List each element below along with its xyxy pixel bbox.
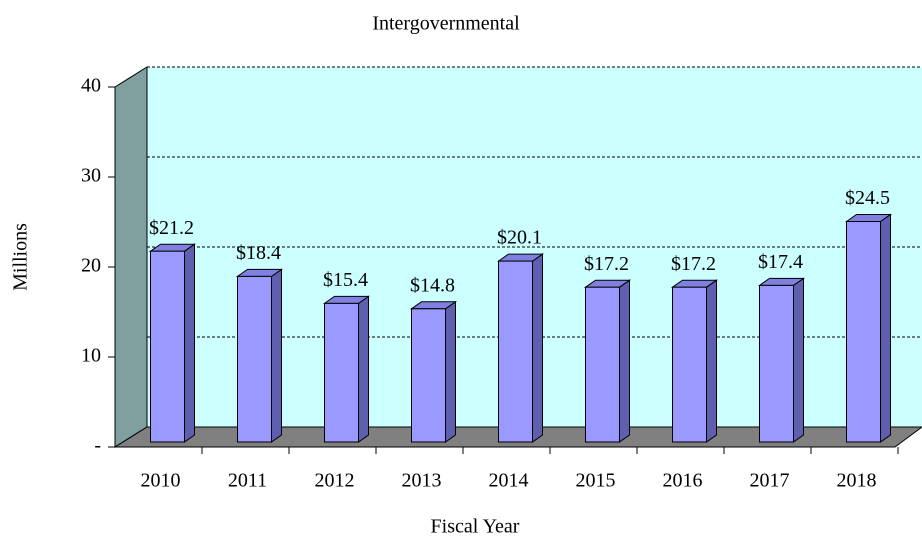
bar [324, 302, 359, 443]
bar [585, 286, 620, 443]
chart-title: Intergovernmental [372, 13, 520, 35]
data-label: $17.2 [671, 253, 716, 275]
bar-side [271, 268, 282, 443]
data-label: $24.5 [845, 187, 890, 209]
bar [672, 286, 707, 443]
data-label: $18.4 [236, 242, 281, 264]
y-tick-label: 20 [81, 255, 101, 277]
data-label: $21.2 [149, 217, 194, 239]
x-tick-label: 2014 [489, 470, 529, 492]
data-label: $15.4 [323, 269, 368, 291]
x-tick-label: 2016 [663, 470, 703, 492]
y-tick-label: - [94, 435, 101, 457]
bar-side [880, 213, 891, 443]
y-tick-label: 30 [81, 165, 101, 187]
data-label: $17.4 [758, 251, 803, 273]
bar-side [619, 279, 630, 443]
data-label: $20.1 [497, 227, 542, 249]
bar-side [706, 279, 717, 443]
x-tick-label: 2017 [750, 470, 790, 492]
x-tick-label: 2013 [402, 470, 442, 492]
data-label: $14.8 [410, 274, 455, 296]
bar-side [445, 300, 456, 443]
bar [498, 260, 533, 443]
x-tick-label: 2018 [837, 470, 877, 492]
y-tick-label: 10 [81, 345, 101, 367]
x-tick-label: 2015 [576, 470, 616, 492]
x-tick-label: 2011 [228, 470, 267, 492]
bar [237, 275, 272, 443]
bar-side [532, 253, 543, 443]
data-label: $17.2 [584, 253, 629, 275]
x-axis-label: Fiscal Year [431, 516, 520, 538]
bar [759, 284, 794, 443]
x-tick-label: 2012 [315, 470, 355, 492]
side-wall [114, 66, 148, 448]
x-tick-label: 2010 [141, 470, 181, 492]
bar-side [793, 277, 804, 443]
y-axis-label: Millions [10, 223, 32, 291]
bar-side [358, 295, 369, 443]
y-tick-label: 40 [81, 75, 101, 97]
bar-side [184, 243, 195, 443]
bar [150, 250, 185, 443]
bar [411, 308, 446, 443]
bar [846, 221, 881, 443]
